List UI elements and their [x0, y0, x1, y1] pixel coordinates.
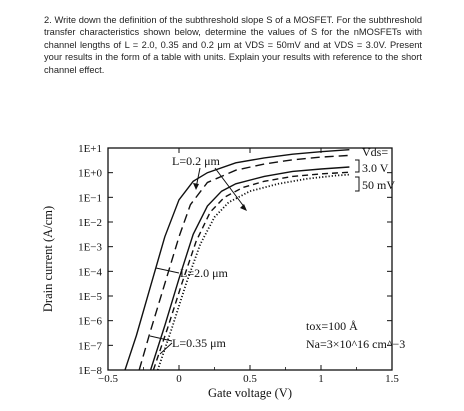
arrowhead-l-0-2-b [240, 204, 247, 211]
x-axis-label: Gate voltage (V) [208, 386, 292, 400]
y-tick-label: 1E+0 [78, 168, 102, 180]
arrow-l-0-35 [149, 335, 173, 342]
y-tick-label: 1E−5 [78, 291, 102, 303]
question-number: 2. [44, 15, 52, 25]
label-l-0-2um: L=0.2 μm [172, 154, 221, 168]
y-axis-label: Drain current (A/cm) [41, 206, 55, 312]
chart-curves [124, 149, 350, 371]
label-vds: Vds= [362, 145, 388, 159]
label-na: Na=3×10^16 cm^−3 [306, 337, 405, 351]
drain-current-curve-5 [156, 173, 350, 371]
x-tick-label: 0 [176, 373, 182, 385]
label-vds-3v: 3.0 V [362, 161, 389, 175]
arrowhead-l-0-2 [193, 183, 199, 190]
arrow-l-0-35-b [159, 342, 173, 355]
bracket-50mv [355, 176, 360, 192]
y-tick-label: 1E−2 [78, 217, 102, 229]
y-tick-label: 1E−3 [78, 242, 102, 254]
y-tick-label: 1E−1 [78, 192, 102, 204]
drain-current-curve-4 [152, 171, 350, 371]
question-text-block: 2. Write down the definition of the subt… [44, 14, 422, 76]
label-l-2-0um: L=2.0 μm [180, 266, 229, 280]
arrow-l-0-2-b [214, 167, 246, 209]
x-tick-label: 0.5 [243, 373, 257, 385]
label-tox: tox=100 Å [306, 319, 358, 333]
arrow-l-2-0 [155, 267, 180, 274]
drain-current-curve-2 [138, 154, 350, 371]
y-tick-label: 1E−7 [78, 340, 102, 352]
x-tick-label: 1.5 [385, 373, 399, 385]
x-tick-label: 1 [318, 373, 324, 385]
drain-current-curve-3 [149, 166, 350, 371]
label-vds-50mv: 50 mV [362, 178, 395, 192]
chart-ticks: −0.5 0 0.5 1 1.5 1E−8 1E−7 1E−6 1E−5 1E−4 1E−3 1E−2… [78, 143, 399, 385]
y-tick-label: 1E−4 [78, 266, 102, 278]
question-body: Write down the definition of the subthre… [44, 15, 422, 75]
y-tick-label: 1E−8 [78, 365, 102, 377]
y-tick-label: 1E−6 [78, 316, 102, 328]
x-tick-label: −0.5 [98, 373, 118, 385]
chart-annotations: L=0.2 μm L=2.0 μm L=0.35 μm Vds= 3.0 V 50 mV t… [149, 145, 405, 355]
drain-current-curve-1 [124, 149, 350, 371]
y-tick-label: 1E+1 [78, 143, 102, 155]
bracket-3v [355, 159, 360, 173]
label-l-0-35um: L=0.35 μm [172, 336, 227, 350]
